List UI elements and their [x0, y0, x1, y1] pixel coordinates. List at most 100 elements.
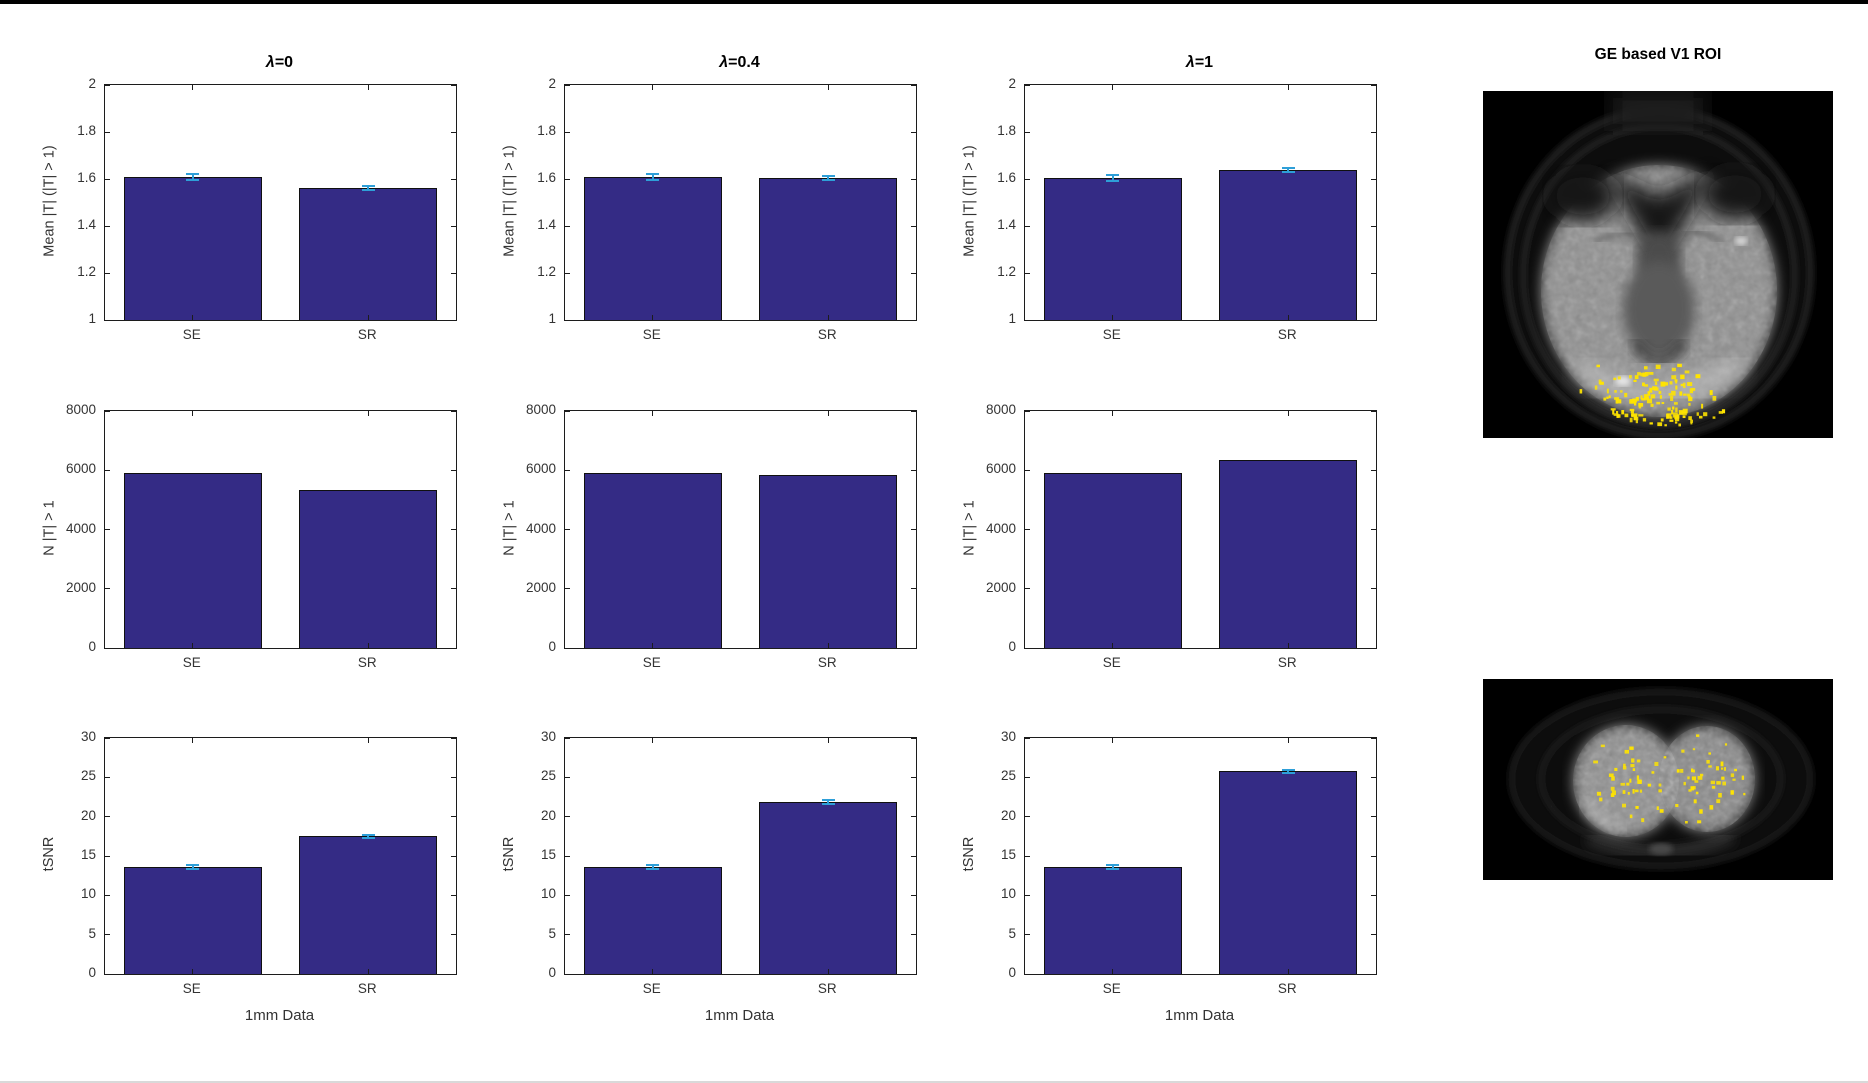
y-tick-label: 10 — [540, 886, 556, 902]
bar-se — [583, 473, 722, 648]
y-tickmark-right — [911, 410, 916, 412]
roi-voxel — [1606, 396, 1609, 399]
bar-sr — [759, 178, 898, 320]
roi-voxel — [1680, 383, 1684, 387]
roi-voxel — [1730, 773, 1735, 778]
roi-voxel — [1596, 364, 1600, 368]
y-tickmark-left — [105, 737, 110, 739]
roi-voxel — [1650, 403, 1654, 407]
error-bar-cap-bottom — [1106, 179, 1120, 182]
y-tickmark-left — [105, 855, 110, 857]
roi-voxel — [1630, 410, 1634, 414]
roi-voxel — [1614, 767, 1618, 771]
roi-voxel — [1629, 814, 1633, 819]
y-tickmark-left — [565, 737, 570, 739]
y-tickmark-right — [1371, 529, 1376, 530]
roi-voxel — [1622, 803, 1626, 808]
roi-voxel — [1716, 781, 1721, 785]
y-tickmark-left — [105, 272, 110, 274]
subplot-r3-c3 — [1024, 737, 1377, 975]
roi-voxel — [1647, 783, 1652, 787]
roi-panel-title: GE based V1 ROI — [1594, 46, 1722, 63]
roi-voxel — [1676, 414, 1680, 419]
x-tick-label-se: SE — [1102, 981, 1121, 996]
roi-voxel — [1671, 375, 1677, 380]
roi-voxel — [1693, 799, 1697, 804]
roi-voxel — [1699, 809, 1703, 814]
roi-voxel — [1596, 791, 1602, 796]
roi-voxel — [1708, 765, 1712, 768]
y-tickmark-right — [1371, 272, 1376, 274]
roi-voxel — [1734, 768, 1737, 772]
roi-voxel — [1634, 375, 1639, 379]
subplot-r1-c1 — [104, 84, 457, 321]
roi-voxel — [1683, 382, 1686, 388]
y-tickmark-left — [1025, 84, 1030, 86]
y-tickmark-right — [911, 973, 916, 975]
y-tick-label: 6000 — [65, 461, 96, 477]
y-tickmark-left — [105, 319, 110, 321]
y-tick-label: 2 — [1008, 76, 1016, 91]
roi-voxel — [1671, 390, 1676, 396]
roi-voxel — [1687, 395, 1692, 398]
roi-voxel — [1626, 782, 1630, 786]
y-axis-label: tSNR — [961, 836, 977, 872]
y-tickmark-left — [1025, 855, 1030, 857]
roi-voxel — [1635, 419, 1638, 424]
roi-voxel — [1688, 416, 1692, 420]
y-tick-label: 4000 — [525, 520, 556, 536]
y-tickmark-right — [911, 178, 916, 180]
y-tickmark-left — [105, 816, 110, 818]
y-tick-label: 1.8 — [997, 123, 1016, 138]
y-tick-label: 1 — [88, 311, 96, 326]
roi-voxel — [1613, 413, 1619, 416]
roi-voxel — [1611, 776, 1615, 781]
roi-voxel — [1636, 775, 1639, 780]
roi-voxel — [1730, 790, 1734, 795]
y-tickmark-left — [565, 319, 570, 321]
y-tickmark-right — [911, 588, 916, 590]
y-tickmark-left — [1025, 776, 1030, 778]
y-tickmark-left — [105, 894, 110, 896]
x-tick-label-sr: SR — [357, 981, 377, 996]
roi-voxel — [1682, 408, 1688, 414]
brain-image-occipital — [1483, 679, 1833, 880]
y-tick-label: 0 — [548, 965, 556, 980]
roi-voxel — [1613, 377, 1617, 381]
roi-voxel — [1623, 763, 1626, 767]
roi-voxel — [1695, 791, 1699, 795]
y-tick-label: 15 — [80, 847, 96, 862]
y-tick-label: 25 — [1000, 768, 1016, 784]
y-axis-label: Mean |T| (|T| > 1) — [41, 144, 57, 257]
y-tickmark-right — [451, 84, 456, 86]
roi-voxel — [1654, 761, 1659, 766]
roi-voxel — [1629, 399, 1635, 404]
y-tickmark-left — [1025, 973, 1030, 975]
roi-voxel — [1629, 375, 1632, 379]
y-tickmark-right — [911, 934, 916, 936]
y-tick-label: 4000 — [65, 520, 96, 536]
x-tickmark-bottom — [1112, 315, 1114, 320]
roi-voxel — [1712, 396, 1717, 401]
y-tick-label: 15 — [540, 847, 556, 862]
roi-voxel — [1629, 408, 1635, 411]
y-tick-label: 2 — [548, 76, 556, 91]
y-tick-label: 25 — [80, 768, 96, 784]
roi-voxel — [1659, 395, 1662, 399]
error-bar — [651, 865, 654, 869]
roi-voxel — [1631, 414, 1635, 417]
roi-voxel — [1658, 390, 1662, 395]
roi-voxel — [1675, 407, 1678, 413]
lambda-symbol: λ — [719, 54, 729, 71]
y-tickmark-left — [565, 894, 570, 896]
roi-voxel — [1664, 424, 1667, 427]
y-tickmark-left — [1025, 131, 1030, 133]
y-tickmark-left — [105, 84, 110, 86]
roi-voxel — [1621, 410, 1625, 415]
roi-voxel — [1686, 393, 1691, 397]
x-tickmark-top — [827, 738, 829, 743]
error-bar — [827, 175, 830, 181]
roi-voxel — [1690, 786, 1694, 791]
y-tick-label: 20 — [1000, 807, 1016, 823]
roi-voxel — [1641, 818, 1645, 823]
